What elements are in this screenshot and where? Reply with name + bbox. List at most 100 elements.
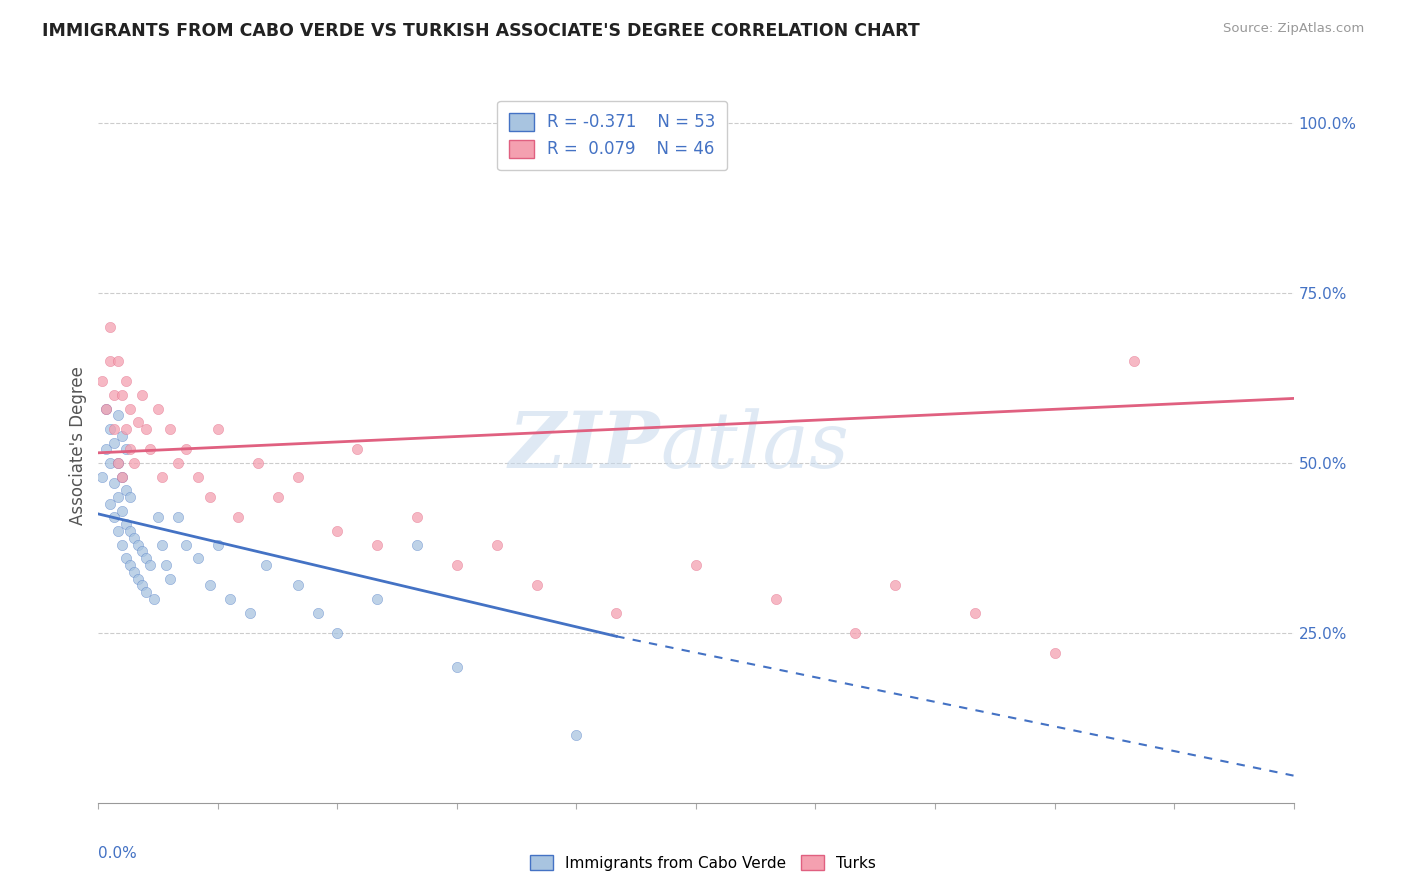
Point (124, 456, 146, 470)
Point (446, 558, 468, 572)
Point (124, 565, 146, 579)
Point (115, 551, 138, 566)
Point (131, 388, 153, 402)
Point (143, 591, 166, 606)
Point (884, 578, 907, 592)
Point (139, 558, 162, 572)
Point (115, 442, 138, 457)
Point (103, 476, 125, 491)
Point (96, 401, 118, 416)
Point (91, 375, 114, 389)
Text: 0.0%: 0.0% (98, 846, 138, 861)
Point (187, 551, 209, 566)
Point (254, 558, 277, 572)
Point (148, 510, 170, 524)
Point (485, 537, 508, 551)
Point (167, 510, 190, 524)
Point (124, 531, 146, 545)
Point (159, 422, 181, 436)
Point (98, 456, 122, 470)
Text: Source: ZipAtlas.com: Source: ZipAtlas.com (1223, 22, 1364, 36)
Point (98, 320, 122, 334)
Point (326, 524, 349, 538)
Point (219, 591, 242, 606)
Point (135, 422, 157, 436)
Point (103, 388, 125, 402)
Point (107, 490, 129, 504)
Point (307, 606, 329, 620)
Point (107, 524, 129, 538)
Point (565, 728, 588, 742)
Point (139, 442, 162, 457)
Point (685, 558, 707, 572)
Point (135, 551, 157, 566)
Text: ZIP: ZIP (509, 408, 661, 484)
Point (287, 469, 309, 483)
Point (963, 606, 986, 620)
Y-axis label: Associate's Degree: Associate's Degree (69, 367, 87, 525)
Point (135, 585, 157, 599)
Point (111, 469, 134, 483)
Point (155, 558, 177, 572)
Point (198, 578, 221, 592)
Point (131, 544, 153, 558)
Point (107, 456, 129, 470)
Point (103, 422, 125, 436)
Point (111, 469, 134, 483)
Point (115, 483, 138, 498)
Point (526, 578, 548, 592)
Point (765, 591, 787, 606)
Point (159, 572, 181, 586)
Point (267, 490, 290, 504)
Point (1123, 354, 1146, 368)
Point (287, 578, 309, 592)
Point (120, 442, 142, 457)
Point (127, 572, 149, 586)
Point (239, 606, 262, 620)
Point (366, 537, 388, 551)
Point (187, 469, 209, 483)
Point (844, 626, 866, 640)
Point (91, 469, 114, 483)
Point (326, 626, 349, 640)
Point (150, 537, 173, 551)
Point (107, 456, 129, 470)
Point (366, 591, 388, 606)
Point (111, 388, 134, 402)
Text: atlas: atlas (661, 408, 849, 484)
Point (96, 401, 118, 416)
Point (111, 537, 134, 551)
Point (98, 354, 122, 368)
Point (446, 660, 468, 674)
Point (98, 422, 122, 436)
Point (174, 442, 197, 457)
Point (174, 537, 197, 551)
Point (406, 510, 429, 524)
Point (246, 456, 269, 470)
Point (150, 469, 173, 483)
Point (605, 606, 627, 620)
Point (111, 429, 134, 443)
Point (107, 354, 129, 368)
Point (115, 517, 138, 532)
Text: IMMIGRANTS FROM CABO VERDE VS TURKISH ASSOCIATE'S DEGREE CORRELATION CHART: IMMIGRANTS FROM CABO VERDE VS TURKISH AS… (42, 22, 920, 40)
Legend: Immigrants from Cabo Verde, Turks: Immigrants from Cabo Verde, Turks (520, 846, 886, 880)
Point (131, 578, 153, 592)
Point (120, 558, 142, 572)
Point (120, 401, 142, 416)
Point (120, 524, 142, 538)
Point (98, 497, 122, 511)
Point (167, 456, 190, 470)
Point (120, 490, 142, 504)
Point (1043, 646, 1066, 660)
Point (148, 401, 170, 416)
Point (115, 375, 138, 389)
Point (115, 422, 138, 436)
Legend: R = -0.371    N = 53, R =  0.079    N = 46: R = -0.371 N = 53, R = 0.079 N = 46 (498, 101, 727, 170)
Point (346, 442, 368, 457)
Point (103, 510, 125, 524)
Point (406, 537, 429, 551)
Point (111, 503, 134, 517)
Point (207, 537, 229, 551)
Point (207, 422, 229, 436)
